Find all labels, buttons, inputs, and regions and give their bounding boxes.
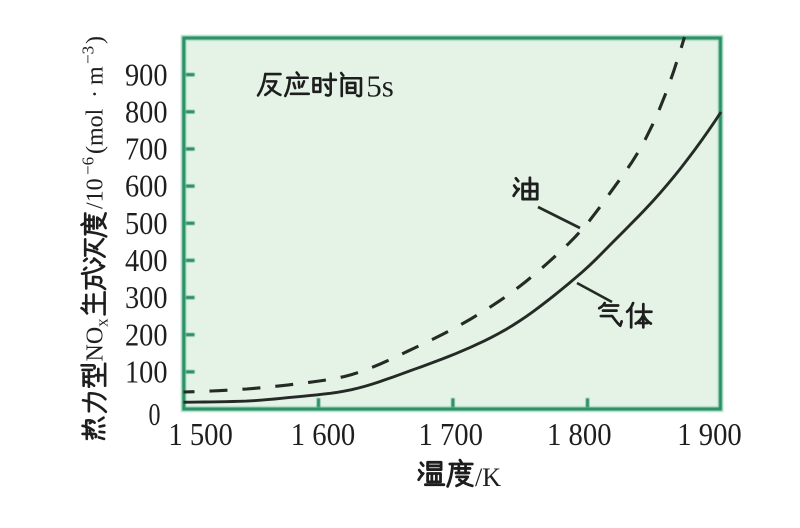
svg-text:400: 400 (125, 242, 168, 278)
svg-text:200: 200 (125, 316, 168, 352)
svg-text:600: 600 (125, 168, 168, 204)
svg-text:−3: −3 (79, 46, 98, 64)
svg-text:700: 700 (125, 130, 168, 166)
svg-text:m: m (83, 66, 109, 85)
svg-text:/K: /K (475, 463, 501, 492)
svg-text:0: 0 (149, 396, 161, 432)
svg-text:): ) (83, 36, 109, 44)
svg-text:(mol: (mol (83, 108, 109, 154)
svg-text:1 900: 1 900 (677, 416, 742, 452)
svg-text:1 600: 1 600 (291, 416, 356, 452)
svg-text:/10: /10 (83, 178, 109, 209)
svg-text:800: 800 (125, 93, 168, 129)
svg-text:100: 100 (125, 353, 168, 389)
svg-text:500: 500 (125, 205, 168, 241)
svg-text:1 700: 1 700 (418, 416, 483, 452)
svg-text:5s: 5s (366, 69, 394, 104)
svg-text:1 800: 1 800 (547, 416, 612, 452)
svg-text:300: 300 (125, 279, 168, 315)
svg-text:·: · (83, 90, 109, 98)
svg-text:1 500: 1 500 (168, 416, 233, 452)
svg-text:900: 900 (125, 56, 168, 92)
svg-text:−6: −6 (79, 157, 98, 175)
